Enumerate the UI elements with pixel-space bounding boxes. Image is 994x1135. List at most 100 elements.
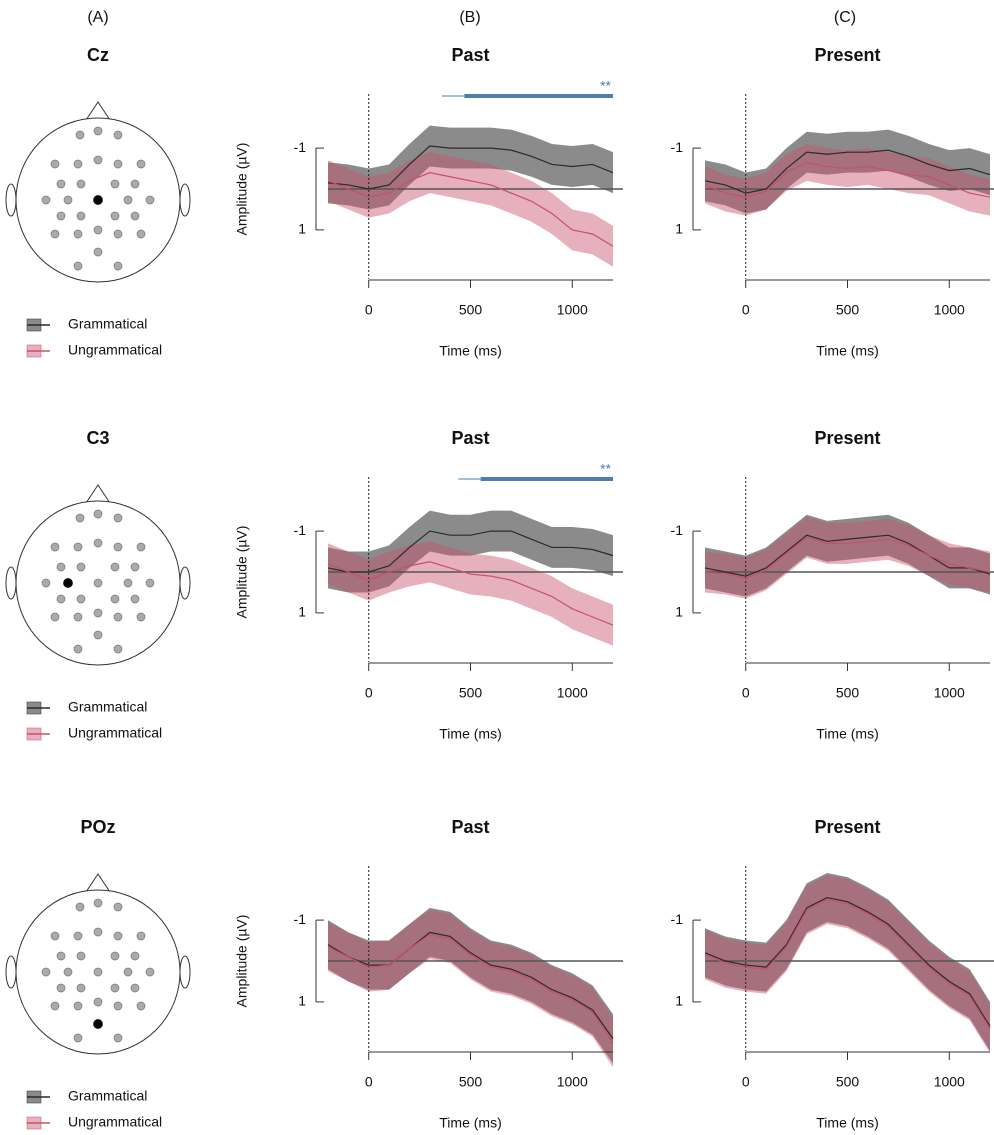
y-axis-label: Amplitude (µV) (234, 143, 250, 236)
electrode (51, 613, 59, 621)
electrode (114, 131, 122, 139)
electrode (94, 968, 102, 976)
electrode (74, 262, 82, 270)
electrode (114, 903, 122, 911)
electrode (74, 932, 82, 940)
y-tick-label: 1 (675, 221, 683, 237)
electrode (51, 932, 59, 940)
electrode (114, 160, 122, 168)
ear (180, 184, 190, 216)
electrode (114, 645, 122, 653)
y-tick-label: -1 (671, 139, 684, 155)
nose (86, 485, 110, 503)
electrode (131, 595, 139, 603)
electrode (131, 180, 139, 188)
y-tick-label: -1 (294, 139, 307, 155)
electrode (74, 160, 82, 168)
chart-title: Past (451, 428, 489, 448)
electrode (124, 579, 132, 587)
legend-label: Ungrammatical (68, 1114, 162, 1130)
chart-title: Present (814, 428, 880, 448)
ear (6, 184, 16, 216)
x-axis-label: Time (ms) (816, 343, 878, 359)
x-tick-label: 1000 (934, 685, 965, 701)
ear (6, 956, 16, 988)
electrode (76, 514, 84, 522)
electrode (77, 984, 85, 992)
y-axis-label: Amplitude (µV) (234, 526, 250, 619)
electrode (74, 1034, 82, 1042)
x-tick-label: 500 (459, 302, 483, 318)
y-tick-label: -1 (671, 522, 684, 538)
electrode (94, 1020, 103, 1029)
electrode (94, 127, 102, 135)
electrode (146, 579, 154, 587)
electrode (124, 196, 132, 204)
electrode (114, 613, 122, 621)
sig-label: ** (600, 461, 611, 477)
legend-label: Grammatical (68, 1088, 147, 1104)
electrode (64, 196, 72, 204)
electrode (94, 609, 102, 617)
electrode (57, 595, 65, 603)
legend-label: Ungrammatical (68, 342, 162, 358)
electrode (131, 952, 139, 960)
x-tick-label: 500 (459, 685, 483, 701)
x-axis-label: Time (ms) (816, 726, 878, 742)
electrode (76, 131, 84, 139)
electrode (137, 230, 145, 238)
ear (6, 567, 16, 599)
x-tick-label: 1000 (557, 302, 588, 318)
electrode (51, 543, 59, 551)
electrode (77, 180, 85, 188)
y-tick-label: 1 (675, 993, 683, 1009)
electrode (51, 160, 59, 168)
electrode-title: Cz (87, 45, 109, 65)
x-tick-label: 0 (742, 302, 750, 318)
electrode (94, 928, 102, 936)
x-tick-label: 1000 (934, 1074, 965, 1090)
x-tick-label: 0 (365, 1074, 373, 1090)
x-tick-label: 1000 (934, 302, 965, 318)
electrode (77, 952, 85, 960)
electrode (111, 952, 119, 960)
electrode (94, 226, 102, 234)
electrode (76, 903, 84, 911)
electrode (137, 1002, 145, 1010)
electrode (74, 613, 82, 621)
x-tick-label: 0 (365, 302, 373, 318)
ci-band (328, 910, 613, 1068)
electrode (74, 543, 82, 551)
electrode (94, 196, 103, 205)
electrode (74, 645, 82, 653)
column-label: (A) (87, 9, 108, 26)
y-tick-label: -1 (294, 911, 307, 927)
electrode (94, 579, 102, 587)
electrode (114, 543, 122, 551)
electrode (114, 932, 122, 940)
chart-title: Present (814, 45, 880, 65)
x-tick-label: 1000 (557, 1074, 588, 1090)
electrode (64, 968, 72, 976)
electrode (94, 631, 102, 639)
electrode (94, 998, 102, 1006)
electrode (111, 180, 119, 188)
electrode (146, 968, 154, 976)
electrode (94, 899, 102, 907)
electrode (94, 539, 102, 547)
electrode-title: C3 (86, 428, 109, 448)
x-tick-label: 0 (742, 1074, 750, 1090)
electrode (51, 230, 59, 238)
legend-label: Ungrammatical (68, 725, 162, 741)
electrode (74, 1002, 82, 1010)
chart-title: Present (814, 817, 880, 837)
electrode-title: POz (80, 817, 115, 837)
column-label: (B) (459, 9, 480, 26)
electrode (131, 212, 139, 220)
electrode (114, 230, 122, 238)
electrode (137, 543, 145, 551)
electrode (77, 563, 85, 571)
ear (180, 567, 190, 599)
electrode (114, 1002, 122, 1010)
electrode (57, 212, 65, 220)
